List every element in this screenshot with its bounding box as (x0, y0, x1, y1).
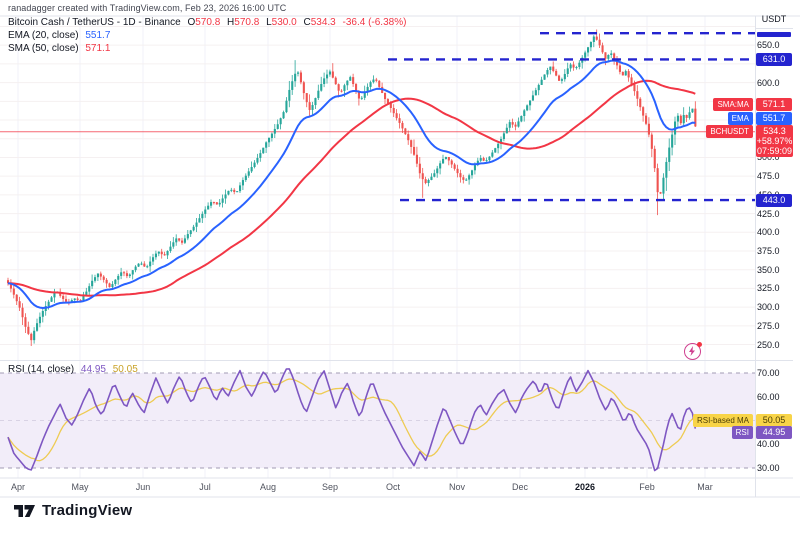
time-tick-label: Mar (697, 482, 713, 492)
sma-legend-value: 571.1 (85, 43, 111, 54)
symbol-legend[interactable]: Bitcoin Cash / TetherUS - 1D - Binance O… (8, 17, 406, 28)
ohlc-close-value: 534.3 (310, 17, 336, 28)
rsi-ma-axis-value: 50.05 (756, 413, 792, 427)
symbol-axis-value: 534.3 +58.97% 07:59:09 (756, 125, 793, 158)
price-tick-label: 300.0 (757, 302, 780, 313)
time-tick-label: Feb (639, 482, 655, 492)
price-tick-label: 250.0 (757, 339, 780, 350)
sma-axis-label: SMA:MA (713, 97, 753, 111)
ema-legend-label: EMA (20, close) (8, 30, 79, 41)
symbol-axis-countdown: 07:59:09 (756, 146, 793, 157)
sma-axis-value: 571.1 (756, 97, 792, 111)
price-tick-label: 275.0 (757, 320, 780, 331)
time-tick-label: Dec (511, 482, 528, 492)
price-tick-label: 350.0 (757, 264, 780, 275)
rsi-tick-label: 40.00 (757, 439, 780, 450)
ema-axis-value: 551.7 (756, 112, 792, 126)
ohlc-high-value: 570.8 (234, 17, 260, 28)
attribution-text: ranadagger created with TradingView.com,… (8, 3, 287, 13)
symbol-title: Bitcoin Cash / TetherUS - 1D - Binance (8, 17, 181, 28)
symbol-axis-change: +58.97% (756, 136, 793, 147)
ema-axis-label: EMA (727, 112, 753, 126)
rsi-tick-label: 30.00 (757, 463, 780, 474)
rsi-axis-value: 44.95 (756, 425, 792, 439)
ohlc-open-label: O (187, 17, 196, 28)
time-tick-label: Oct (385, 482, 400, 492)
symbol-axis-price: 534.3 (763, 126, 786, 137)
ohlc-low-label: L (266, 17, 272, 28)
ohlc-open-value: 570.8 (195, 17, 221, 28)
time-tick-label: 2026 (574, 482, 596, 492)
level-axis-value: 631.0 (756, 52, 792, 66)
price-tick-label: 475.0 (757, 171, 780, 182)
rsi-tick-label: 60.00 (757, 391, 780, 402)
price-tick-label: 325.0 (757, 283, 780, 294)
tradingview-logo[interactable]: TradingView (14, 502, 132, 519)
upper-level-axis-marker (757, 32, 791, 37)
ohlc-high-label: H (227, 17, 235, 28)
lightning-icon[interactable] (684, 342, 702, 360)
ohlc-low-value: 530.0 (271, 17, 297, 28)
price-axis-currency: USDT (755, 14, 793, 29)
price-tick-label: 650.0 (757, 40, 780, 51)
rsi-axis-label: RSI (731, 425, 753, 439)
ema-legend-value: 551.7 (85, 30, 111, 41)
tradingview-logo-icon (14, 504, 35, 517)
rsi-legend[interactable]: RSI (14, close) 44.95 50.05 (8, 364, 138, 375)
change-value: -36.4 (-6.38%) (342, 17, 407, 28)
price-tick-label: 375.0 (757, 245, 780, 256)
price-tick-label: 400.0 (757, 227, 780, 238)
time-tick-label: Aug (259, 482, 276, 492)
rsi-ma-axis-label: RSI-based MA (692, 413, 753, 427)
price-tick-label: 425.0 (757, 208, 780, 219)
time-tick-label: May (71, 482, 89, 492)
tradingview-logo-text: TradingView (42, 502, 133, 519)
notification-dot-icon (697, 342, 702, 347)
time-tick-label: Jul (199, 482, 211, 492)
sma-legend-label: SMA (50, close) (8, 43, 79, 54)
time-tick-label: Jun (135, 482, 151, 492)
ema-legend[interactable]: EMA (20, close) 551.7 (8, 30, 110, 41)
rsi-ma-legend-value: 50.05 (112, 364, 138, 375)
sma-legend[interactable]: SMA (50, close) 571.1 (8, 43, 110, 54)
rsi-tick-label: 70.00 (757, 367, 780, 378)
price-tick-label: 500.0 (757, 152, 780, 163)
rsi-legend-label: RSI (14, close) (8, 364, 75, 375)
symbol-axis-label: BCHUSDT (706, 125, 753, 139)
ohlc-close-label: C (303, 17, 311, 28)
time-tick-label: Apr (10, 482, 25, 492)
price-tick-label: 600.0 (757, 77, 780, 88)
time-tick-label: Nov (448, 482, 465, 492)
rsi-legend-value: 44.95 (80, 364, 106, 375)
level-axis-value: 443.0 (756, 193, 792, 207)
time-tick-label: Sep (321, 482, 338, 492)
